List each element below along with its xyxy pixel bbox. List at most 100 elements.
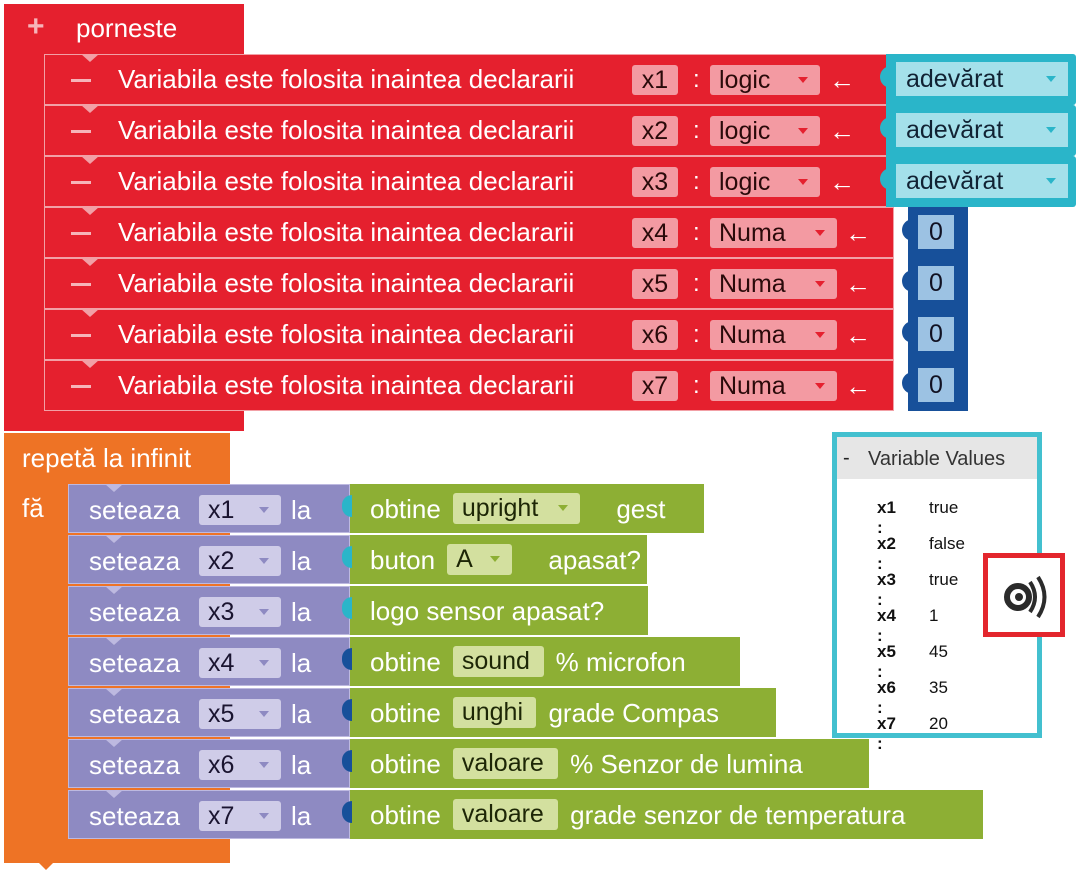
chevron-down-icon	[815, 332, 825, 338]
sensor-block-x1[interactable]: obtine upright gest	[342, 484, 704, 533]
set-row-x3[interactable]: seteaza x3 la	[68, 586, 350, 635]
chevron-down-icon	[259, 762, 269, 768]
number-value-block[interactable]: 0	[902, 207, 968, 258]
sensor-dropdown[interactable]: A	[447, 544, 513, 575]
declare-row-x3[interactable]: Variabila este folosita inaintea declara…	[44, 156, 894, 207]
variable-dropdown-value: x2	[208, 547, 235, 575]
declare-row-x2[interactable]: Variabila este folosita inaintea declara…	[44, 105, 894, 156]
declare-row-x6[interactable]: Variabila este folosita inaintea declara…	[44, 309, 894, 360]
variable-dropdown[interactable]: x6	[199, 750, 281, 780]
sensor-block-x5[interactable]: obtine unghi grade Compas	[342, 688, 776, 737]
sensor-field[interactable]: valoare	[452, 748, 559, 779]
sensor-dropdown-value: upright	[461, 494, 539, 522]
variable-dropdown[interactable]: x4	[199, 648, 281, 678]
chevron-down-icon	[815, 230, 825, 236]
variable-name-chip[interactable]: x3	[632, 167, 678, 197]
variable-name-chip[interactable]: x6	[632, 320, 678, 350]
sensor-block-x7[interactable]: obtine valoare grade senzor de temperatura	[342, 790, 983, 839]
sensor-field[interactable]: sound	[452, 646, 544, 677]
sound-button[interactable]	[983, 553, 1065, 637]
chevron-down-icon	[259, 558, 269, 564]
sensor-block-x6[interactable]: obtine valoare % Senzor de lumina	[342, 739, 869, 788]
minus-icon[interactable]	[71, 283, 91, 286]
variable-dropdown[interactable]: x2	[199, 546, 281, 576]
declare-row-x7[interactable]: Variabila este folosita inaintea declara…	[44, 360, 894, 411]
boolean-dropdown[interactable]: adevărat	[896, 164, 1068, 198]
number-input[interactable]: 0	[918, 317, 954, 351]
variable-dropdown[interactable]: x5	[199, 699, 281, 729]
minus-icon[interactable]	[71, 181, 91, 184]
minus-icon[interactable]	[71, 79, 91, 82]
connector-notch	[105, 637, 123, 645]
minus-icon[interactable]	[71, 334, 91, 337]
colon-separator: :	[693, 117, 700, 144]
minus-icon[interactable]	[71, 130, 91, 133]
variable-name-chip[interactable]: x2	[632, 116, 678, 146]
number-value-block[interactable]: 0	[902, 309, 968, 360]
assign-arrow: ←	[845, 371, 871, 401]
sensor-field[interactable]: valoare	[452, 799, 559, 830]
boolean-dropdown[interactable]: adevărat	[896, 113, 1068, 147]
connector-notch	[105, 535, 123, 543]
set-row-x5[interactable]: seteaza x5 la	[68, 688, 350, 737]
number-value-block[interactable]: 0	[902, 360, 968, 411]
declare-row-label: Variabila este folosita inaintea declara…	[118, 319, 575, 349]
variable-key: x4 :	[877, 606, 896, 645]
colon-separator: :	[693, 372, 700, 399]
variable-name-chip[interactable]: x5	[632, 269, 678, 299]
boolean-value-block[interactable]: adevărat	[880, 156, 1076, 207]
boolean-dropdown-value: adevărat	[906, 65, 1004, 93]
type-dropdown[interactable]: Numa	[710, 269, 837, 299]
chevron-down-icon	[259, 813, 269, 819]
type-dropdown[interactable]: Numa	[710, 320, 837, 350]
variable-name-chip[interactable]: x1	[632, 65, 678, 95]
plus-icon[interactable]: +	[27, 10, 45, 43]
sensor-block-x3[interactable]: logo sensor apasat?	[342, 586, 648, 635]
connector-notch	[81, 258, 99, 266]
variable-value: 20	[929, 714, 948, 733]
to-label: la	[291, 801, 312, 831]
type-dropdown[interactable]: logic	[710, 116, 820, 146]
declare-row-x4[interactable]: Variabila este folosita inaintea declara…	[44, 207, 894, 258]
variable-dropdown[interactable]: x3	[199, 597, 281, 627]
boolean-value-block[interactable]: adevărat	[880, 54, 1076, 105]
to-label: la	[291, 546, 312, 576]
variable-dropdown[interactable]: x7	[199, 801, 281, 831]
sensor-field[interactable]: unghi	[452, 697, 537, 728]
boolean-dropdown[interactable]: adevărat	[896, 62, 1068, 96]
variable-value: 1	[929, 606, 939, 625]
set-row-x4[interactable]: seteaza x4 la	[68, 637, 350, 686]
number-value-block[interactable]: 0	[902, 258, 968, 309]
input-notch	[902, 219, 914, 241]
minus-icon[interactable]	[71, 385, 91, 388]
minus-icon[interactable]	[71, 232, 91, 235]
variable-dropdown[interactable]: x1	[199, 495, 281, 525]
set-label: seteaza	[89, 801, 181, 831]
set-row-x7[interactable]: seteaza x7 la	[68, 790, 350, 839]
collapse-toggle[interactable]: -	[843, 447, 850, 469]
type-dropdown[interactable]: logic	[710, 65, 820, 95]
sensor-block-x4[interactable]: obtine sound % microfon	[342, 637, 740, 686]
variable-value: true	[929, 498, 959, 517]
number-input[interactable]: 0	[918, 368, 954, 402]
type-dropdown[interactable]: Numa	[710, 218, 837, 248]
declare-row-x1[interactable]: Variabila este folosita inaintea declara…	[44, 54, 894, 105]
start-block-header: + porneste	[4, 4, 244, 54]
set-row-x1[interactable]: seteaza x1 la	[68, 484, 350, 533]
colon-separator: :	[693, 219, 700, 246]
variable-name-chip[interactable]: x4	[632, 218, 678, 248]
sensor-dropdown[interactable]: upright	[452, 493, 581, 524]
to-label: la	[291, 597, 312, 627]
set-label: seteaza	[89, 750, 181, 780]
set-row-x6[interactable]: seteaza x6 la	[68, 739, 350, 788]
input-notch	[342, 750, 352, 772]
type-dropdown[interactable]: logic	[710, 167, 820, 197]
declare-row-x5[interactable]: Variabila este folosita inaintea declara…	[44, 258, 894, 309]
variable-name-chip[interactable]: x7	[632, 371, 678, 401]
type-dropdown[interactable]: Numa	[710, 371, 837, 401]
set-row-x2[interactable]: seteaza x2 la	[68, 535, 350, 584]
number-input[interactable]: 0	[918, 266, 954, 300]
number-input[interactable]: 0	[918, 215, 954, 249]
boolean-value-block[interactable]: adevărat	[880, 105, 1076, 156]
